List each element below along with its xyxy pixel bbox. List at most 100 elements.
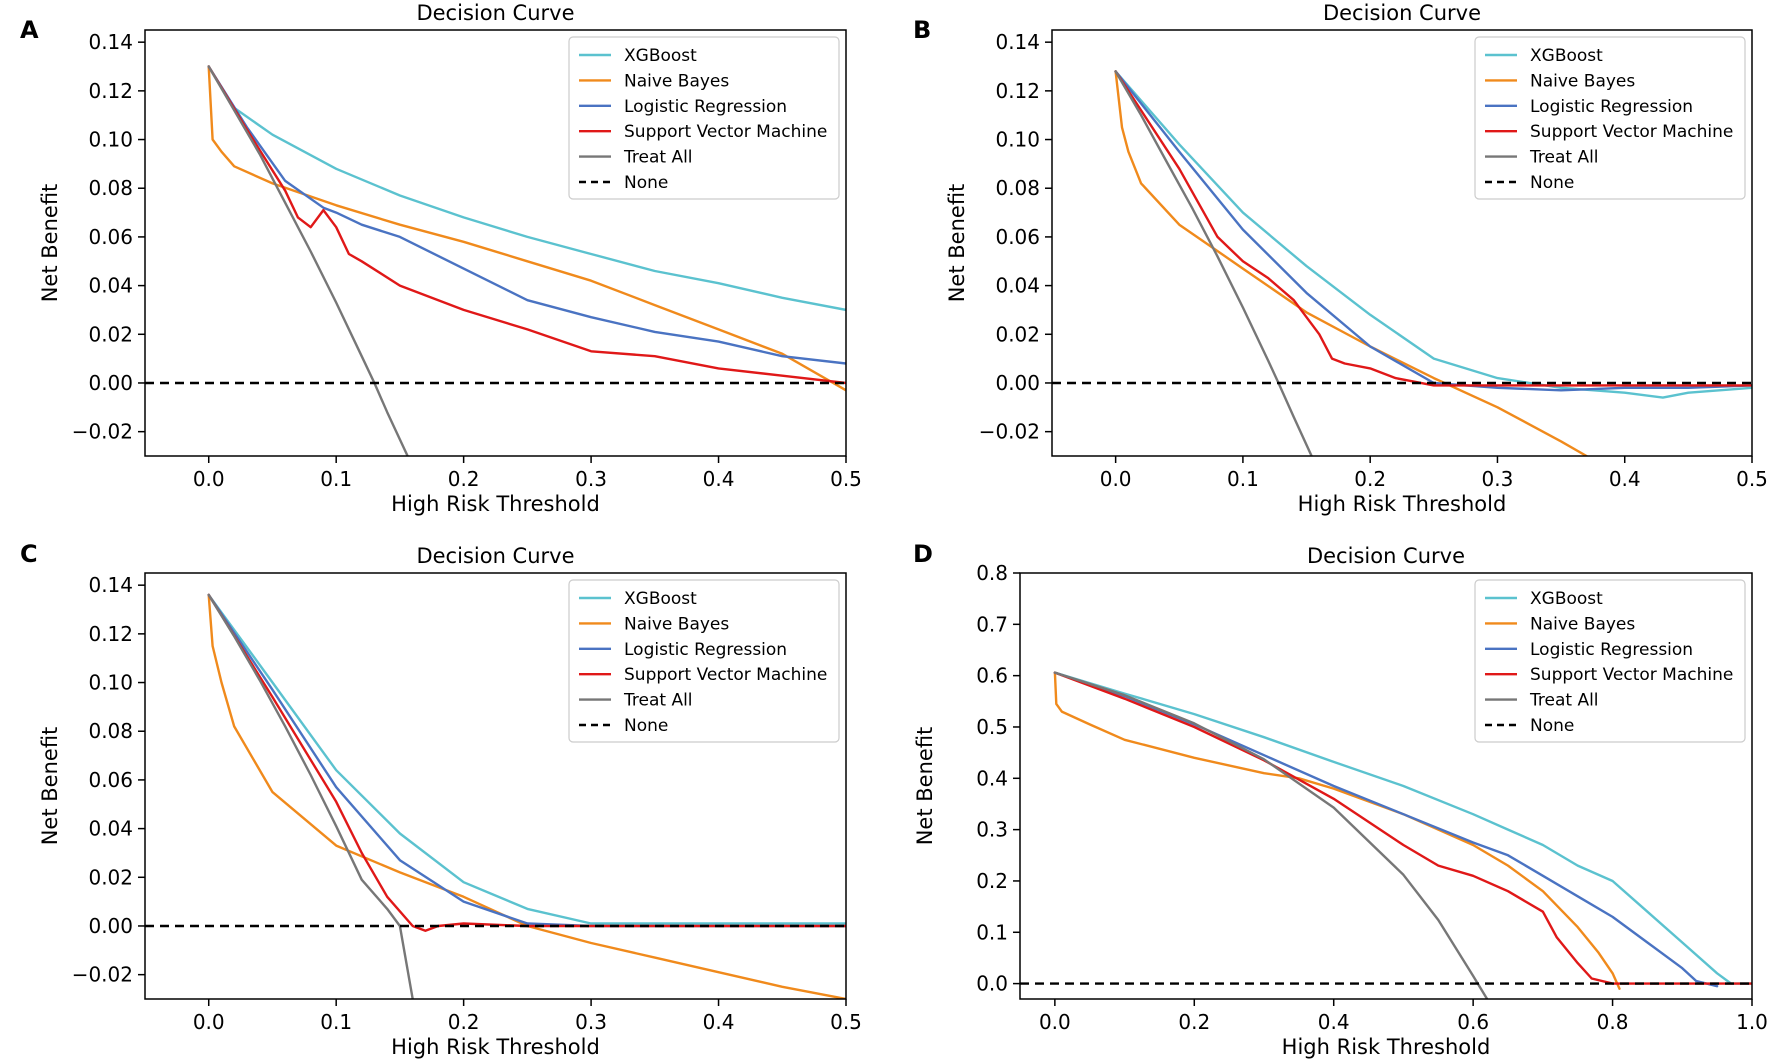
panel-c-legend-label-logistic-regression: Logistic Regression <box>624 640 787 660</box>
panel-c-y-tick-label: 0.00 <box>88 914 133 938</box>
panel-a-legend-label-none: None <box>624 173 668 193</box>
panel-d-y-tick-label: 0.3 <box>976 818 1008 842</box>
panel-d-letter: D <box>913 540 933 568</box>
panel-b-axes-frame <box>1051 29 1753 457</box>
panel-d-y-tick-label: 0.1 <box>976 920 1008 944</box>
panel-a-y-tick-label: 0.10 <box>88 128 133 152</box>
panel-d-x-tick-label: 0.2 <box>1178 1010 1210 1034</box>
panel-a-y-tick-label: 0.12 <box>88 79 133 103</box>
panel-a-series-xgboost <box>207 65 846 312</box>
panel-c-y-tick-label: 0.04 <box>88 817 133 841</box>
panel-a-y-tick-label: 0.06 <box>88 225 133 249</box>
panel-c-axes-frame <box>144 572 847 1000</box>
panel-b: B Decision Curve 0.0 0.1 0.2 0.3 0.4 0.5 −0.02 0.… <box>913 1 1768 516</box>
panel-d-legend-label-treat-all: Treat All <box>1529 691 1599 711</box>
panel-d-x-tick-label: 0.8 <box>1597 1010 1629 1034</box>
panel-b-y-tick-label: 0.08 <box>995 176 1040 200</box>
panel-d-legend-label-none: None <box>1530 716 1574 736</box>
panel-b-y-tick-label: 0.12 <box>995 79 1040 103</box>
panel-d-y-tick-label: 0.0 <box>976 972 1008 996</box>
panel-a-series-logistic-regression <box>207 65 846 365</box>
panel-b-x-tick-label: 0.1 <box>1227 467 1259 491</box>
panel-a-legend-label-xgboost: XGBoost <box>624 46 697 66</box>
panel-c-series-naive-bayes <box>207 593 846 999</box>
panel-a-x-tick-label: 0.4 <box>703 467 735 491</box>
panel-b-x-axis-label: High Risk Threshold <box>1298 492 1507 516</box>
panel-a-legend-label-treat-all: Treat All <box>623 148 693 168</box>
panel-a-legend-label-naive-bayes: Naive Bayes <box>624 71 729 91</box>
panel-b-series-svm <box>1114 70 1752 387</box>
panel-b-x-tick-label: 0.4 <box>1609 467 1641 491</box>
panel-b-legend-label-svm: Support Vector Machine <box>1530 122 1733 142</box>
panel-c-legend-label-none: None <box>624 716 668 736</box>
panel-b-legend-label-xgboost: XGBoost <box>1530 46 1603 66</box>
panel-c-x-tick-label: 0.2 <box>448 1010 480 1034</box>
panel-b-y-tick-label: 0.14 <box>995 30 1040 54</box>
panel-b-legend-label-none: None <box>1530 173 1574 193</box>
panel-a-x-tick-label: 0.2 <box>448 467 480 491</box>
panel-a-axes-frame <box>144 29 847 457</box>
panel-b-x-tick-label: 0.2 <box>1354 467 1386 491</box>
panel-a-title: Decision Curve <box>416 1 574 25</box>
panel-c-title: Decision Curve <box>416 544 574 568</box>
panel-d-series-treat-all <box>1053 671 1489 999</box>
panel-b-series-treat-all <box>1114 70 1313 456</box>
panel-c-series-xgboost <box>207 593 846 925</box>
panel-a-legend-label-svm: Support Vector Machine <box>624 122 827 142</box>
panel-d: D Decision Curve 0.0 0.2 0.4 0.6 0.8 1.0 0.0 0.1 0… <box>913 540 1768 1059</box>
panel-c-series-treat-all <box>207 593 414 999</box>
panel-d-y-axis-label: Net Benefit <box>913 727 937 846</box>
panel-c-x-tick-label: 0.5 <box>830 1010 862 1034</box>
panel-b-title: Decision Curve <box>1323 1 1481 25</box>
panel-b-x-tick-label: 0.0 <box>1100 467 1132 491</box>
panel-a-y-tick-label: 0.02 <box>88 322 133 346</box>
panel-d-x-axis-label: High Risk Threshold <box>1282 1035 1491 1059</box>
panel-c-letter: C <box>20 540 38 568</box>
panel-a-x-tick-label: 0.1 <box>320 467 352 491</box>
panel-a-y-tick-label: −0.02 <box>72 420 133 444</box>
panel-d-x-tick-label: 1.0 <box>1736 1010 1768 1034</box>
panel-c: C Decision Curve 0.0 0.1 0.2 0.3 0.4 0.5 −0.02 0.… <box>20 540 862 1059</box>
panel-b-series-naive-bayes <box>1114 70 1588 456</box>
panel-c-legend-label-svm: Support Vector Machine <box>624 665 827 685</box>
panel-a-y-tick-label: 0.14 <box>88 30 133 54</box>
panel-a-series-svm <box>207 65 846 385</box>
panel-d-legend: XGBoost Naive Bayes Logistic Regression Sup… <box>1474 579 1746 743</box>
panel-b-x-tick-label: 0.3 <box>1482 467 1514 491</box>
panel-b-legend-label-treat-all: Treat All <box>1529 148 1599 168</box>
panel-c-legend: XGBoost Naive Bayes Logistic Regression Sup… <box>568 579 840 743</box>
panel-b-x-tick-label: 0.5 <box>1736 467 1768 491</box>
panel-c-legend-label-naive-bayes: Naive Bayes <box>624 614 729 634</box>
panel-d-x-tick-label: 0.4 <box>1318 1010 1350 1034</box>
panel-a-legend-label-logistic-regression: Logistic Regression <box>624 97 787 117</box>
panel-c-y-tick-label: −0.02 <box>72 963 133 987</box>
panel-b-letter: B <box>913 16 931 44</box>
panel-d-x-tick-label: 0.0 <box>1039 1010 1071 1034</box>
panel-d-y-tick-label: 0.2 <box>976 869 1008 893</box>
panel-b-y-tick-label: 0.00 <box>995 371 1040 395</box>
panel-a-y-axis-label: Net Benefit <box>38 184 62 303</box>
panel-a-y-tick-label: 0.00 <box>88 371 133 395</box>
panel-a-y-tick-label: 0.08 <box>88 176 133 200</box>
panel-b-y-tick-label: 0.10 <box>995 128 1040 152</box>
panel-b-y-tick-label: 0.06 <box>995 225 1040 249</box>
panel-b-y-tick-label: −0.02 <box>979 420 1040 444</box>
panel-c-y-tick-label: 0.06 <box>88 768 133 792</box>
panel-d-axes-frame <box>1019 572 1753 1000</box>
panel-a-series-naive-bayes <box>207 65 846 392</box>
panel-b-legend-label-naive-bayes: Naive Bayes <box>1530 71 1635 91</box>
panel-c-x-tick-label: 0.3 <box>575 1010 607 1034</box>
panel-d-legend-label-xgboost: XGBoost <box>1530 589 1603 609</box>
panel-a-legend: XGBoost Naive Bayes Logistic Regression Sup… <box>568 36 840 200</box>
panel-a-x-axis-label: High Risk Threshold <box>391 492 600 516</box>
panel-c-y-tick-label: 0.02 <box>88 865 133 889</box>
panel-b-y-tick-label: 0.04 <box>995 274 1040 298</box>
panel-c-x-axis-label: High Risk Threshold <box>391 1035 600 1059</box>
panel-a-x-tick-label: 0.5 <box>830 467 862 491</box>
panel-d-series-xgboost <box>1053 671 1752 985</box>
panel-d-y-tick-label: 0.4 <box>976 766 1008 790</box>
panel-a-x-tick-label: 0.3 <box>575 467 607 491</box>
panel-d-legend-label-svm: Support Vector Machine <box>1530 665 1733 685</box>
panel-d-title: Decision Curve <box>1307 544 1465 568</box>
panel-c-x-tick-label: 0.0 <box>193 1010 225 1034</box>
